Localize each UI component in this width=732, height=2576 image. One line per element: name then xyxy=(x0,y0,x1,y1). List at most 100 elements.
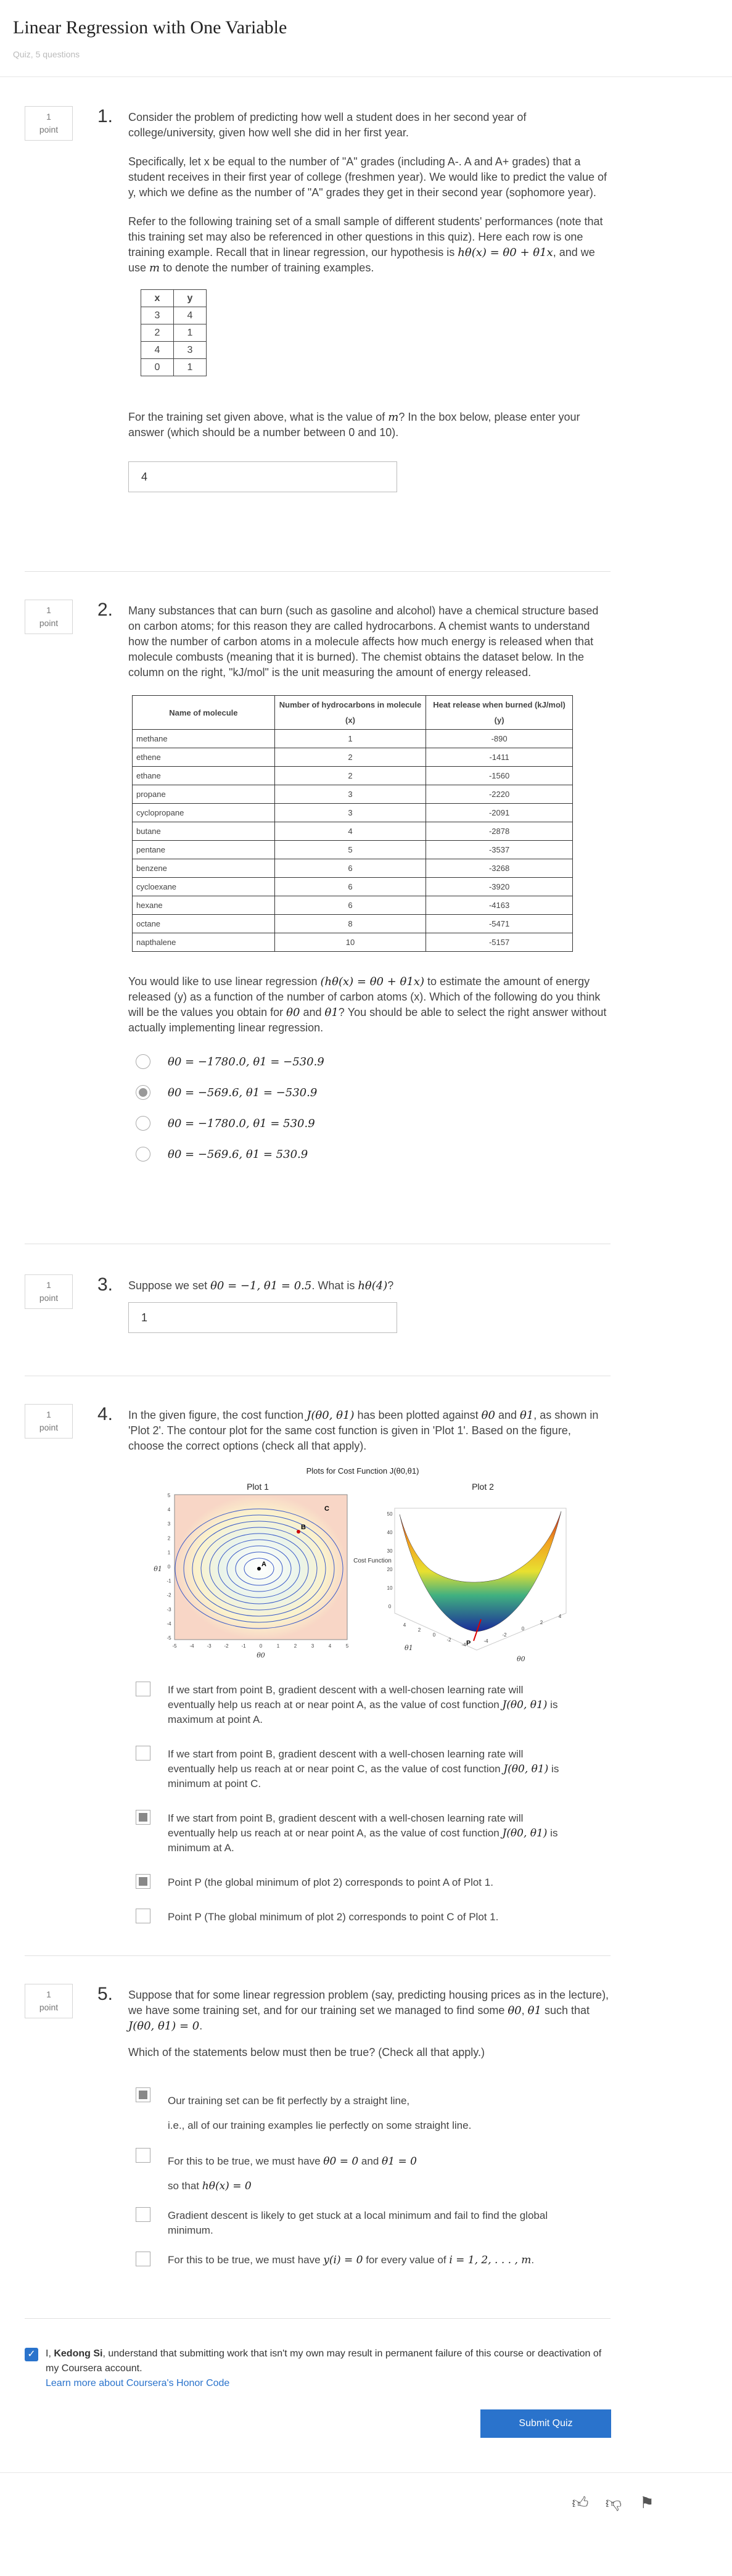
table-row: hexane 6 -4163 xyxy=(132,896,573,915)
option-text: θ0 = −1780.0, θ1 = −530.9 xyxy=(168,1055,324,1068)
option-item[interactable]: θ0 = −569.6, θ1 = −530.9 xyxy=(128,1076,609,1107)
text: to denote the number of training example… xyxy=(160,262,374,274)
table-cell: methane xyxy=(132,729,275,748)
option-item[interactable]: Gradient descent is likely to get stuck … xyxy=(128,2205,609,2242)
tick-label: 1 xyxy=(277,1643,280,1649)
question-body: Suppose we set θ0 = −1, θ1 = 0.5. What i… xyxy=(128,1278,609,1333)
math-cost-function: J(θ0, θ1) xyxy=(503,1763,549,1775)
points-badge: 1 point xyxy=(25,1274,73,1309)
points-badge: 1 point xyxy=(25,106,73,141)
option-radio[interactable] xyxy=(136,1116,150,1131)
option-checkbox[interactable] xyxy=(136,1909,150,1923)
option-item[interactable]: Point P (The global minimum of plot 2) c… xyxy=(128,1906,609,1936)
table-header: y xyxy=(173,289,207,307)
question-number: 1. xyxy=(97,106,113,126)
option-text: Gradient descent is likely to get stuck … xyxy=(168,2210,548,2236)
option-checkbox[interactable] xyxy=(136,2207,150,2222)
table-header: Number of hydrocarbons in molecule (x) xyxy=(274,695,427,730)
question-text: Suppose we set θ0 = −1, θ1 = 0.5. What i… xyxy=(128,1278,609,1294)
flag-icon[interactable]: ⚑ xyxy=(639,2493,654,2512)
option-item[interactable]: For this to be true, we must have y(i) =… xyxy=(128,2249,609,2274)
question-text: Consider the problem of predicting how w… xyxy=(128,111,527,139)
option-item[interactable]: Point P (the global minimum of plot 2) c… xyxy=(128,1872,609,1901)
tick-label: -2 xyxy=(446,1637,451,1643)
checkbox-group: If we start from point B, gradient desce… xyxy=(128,1679,609,1936)
tick-label: 5 xyxy=(168,1493,171,1498)
question-body: In the given figure, the cost function J… xyxy=(128,1408,609,1941)
table-cell: -3268 xyxy=(426,859,573,878)
plot2-zlabel: Cost Function xyxy=(353,1558,392,1564)
option-text: Point P (the global minimum of plot 2) c… xyxy=(168,1875,562,1890)
hydrocarbon-table: Name of molecule Number of hydrocarbons … xyxy=(132,695,573,952)
text: is minimum at A. xyxy=(168,1827,558,1854)
points-value: 1 xyxy=(46,1280,51,1290)
option-item[interactable]: If we start from point B, gradient desce… xyxy=(128,1743,609,1802)
table-row: butane 4 -2878 xyxy=(132,822,573,841)
points-value: 1 xyxy=(46,1410,51,1419)
honor-checkbox[interactable]: ✓ xyxy=(25,2348,38,2361)
tick-label: 2 xyxy=(540,1620,543,1625)
answer-input[interactable]: 4 xyxy=(128,461,397,492)
tick-label: 2 xyxy=(168,1535,171,1541)
points-unit: point xyxy=(39,618,59,628)
thumbs-up-icon[interactable]: 👍︎ xyxy=(572,2493,589,2512)
option-radio[interactable] xyxy=(136,1147,150,1162)
table-cell: 1 xyxy=(274,729,427,748)
table-row: pentane 5 -3537 xyxy=(132,840,573,859)
table-cell: -890 xyxy=(426,729,573,748)
option-text: θ0 = −569.6, θ1 = 530.9 xyxy=(168,1148,308,1161)
contour-lines xyxy=(175,1508,343,1629)
table-cell: 3 xyxy=(274,785,427,804)
math-theta-values: θ0 = −1, θ1 = 0.5 xyxy=(210,1279,312,1292)
option-checkbox[interactable] xyxy=(136,2148,150,2163)
option-item[interactable]: θ0 = −569.6, θ1 = 530.9 xyxy=(128,1138,609,1169)
plot2-frame xyxy=(394,1508,567,1651)
text: is maximum at point A. xyxy=(168,1699,558,1725)
thumbs-down-icon[interactable]: 👎︎ xyxy=(605,2493,622,2512)
question-text: You would like to use linear regression … xyxy=(128,974,609,1036)
math-theta1: θ1 xyxy=(324,1006,339,1019)
submit-quiz-button[interactable]: Submit Quiz xyxy=(480,2409,611,2438)
honor-code-link[interactable]: Learn more about Coursera's Honor Code xyxy=(46,2378,230,2388)
option-item[interactable]: θ0 = −1780.0, θ1 = −530.9 xyxy=(128,1046,609,1076)
option-checkbox[interactable] xyxy=(136,1682,150,1696)
option-checkbox[interactable] xyxy=(136,1874,150,1889)
option-item[interactable]: θ0 = −1780.0, θ1 = 530.9 xyxy=(128,1107,609,1138)
tick-label: 0 xyxy=(260,1643,263,1649)
table-cell: 5 xyxy=(274,840,427,859)
option-item[interactable]: If we start from point B, gradient desce… xyxy=(128,1807,609,1867)
tick-label: 10 xyxy=(387,1585,393,1591)
contour-ellipse xyxy=(175,1508,343,1629)
text: If we start from point B, gradient desce… xyxy=(168,1684,524,1711)
points-value: 1 xyxy=(46,605,51,615)
table-header: Name of molecule xyxy=(132,695,275,730)
text: for every value of xyxy=(363,2254,450,2266)
table-cell: -3920 xyxy=(426,877,573,896)
option-checkbox[interactable] xyxy=(136,2087,150,2102)
tick-label: 1 xyxy=(168,1550,171,1555)
text: If we start from point B, gradient desce… xyxy=(168,1748,524,1775)
text: to estimate the amount of energy release… xyxy=(128,975,601,1018)
option-item[interactable]: Our training set can be fit perfectly by… xyxy=(128,2085,609,2133)
option-checkbox[interactable] xyxy=(136,2252,150,2266)
option-checkbox[interactable] xyxy=(136,1746,150,1761)
option-text: For this to be true, we must have θ0 = 0… xyxy=(168,2149,562,2198)
tick-label: 40 xyxy=(387,1530,393,1535)
option-checkbox[interactable] xyxy=(136,1810,150,1825)
plot2-ylabel: θ1 xyxy=(405,1644,413,1652)
option-text: If we start from point B, gradient desce… xyxy=(168,1683,562,1727)
option-item[interactable]: For this to be true, we must have θ0 = 0… xyxy=(128,2145,609,2195)
option-radio[interactable] xyxy=(136,1085,150,1100)
answer-input[interactable]: 1 xyxy=(128,1302,397,1333)
contour-ellipse xyxy=(235,1551,283,1586)
tick-label: 4 xyxy=(403,1622,406,1628)
math-theta0: θ0 xyxy=(481,1409,495,1422)
tick-label: -3 xyxy=(207,1643,212,1649)
table-cell: ethane xyxy=(132,766,275,785)
option-item[interactable]: If we start from point B, gradient desce… xyxy=(128,1679,609,1738)
text: Suppose we set xyxy=(128,1279,211,1292)
points-unit: point xyxy=(39,1422,59,1432)
text: . xyxy=(531,2254,535,2266)
option-radio[interactable] xyxy=(136,1054,150,1069)
